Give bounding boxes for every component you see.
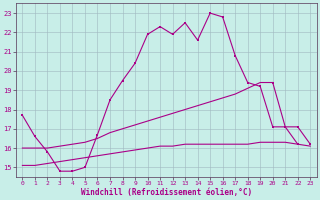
X-axis label: Windchill (Refroidissement éolien,°C): Windchill (Refroidissement éolien,°C)	[81, 188, 252, 197]
